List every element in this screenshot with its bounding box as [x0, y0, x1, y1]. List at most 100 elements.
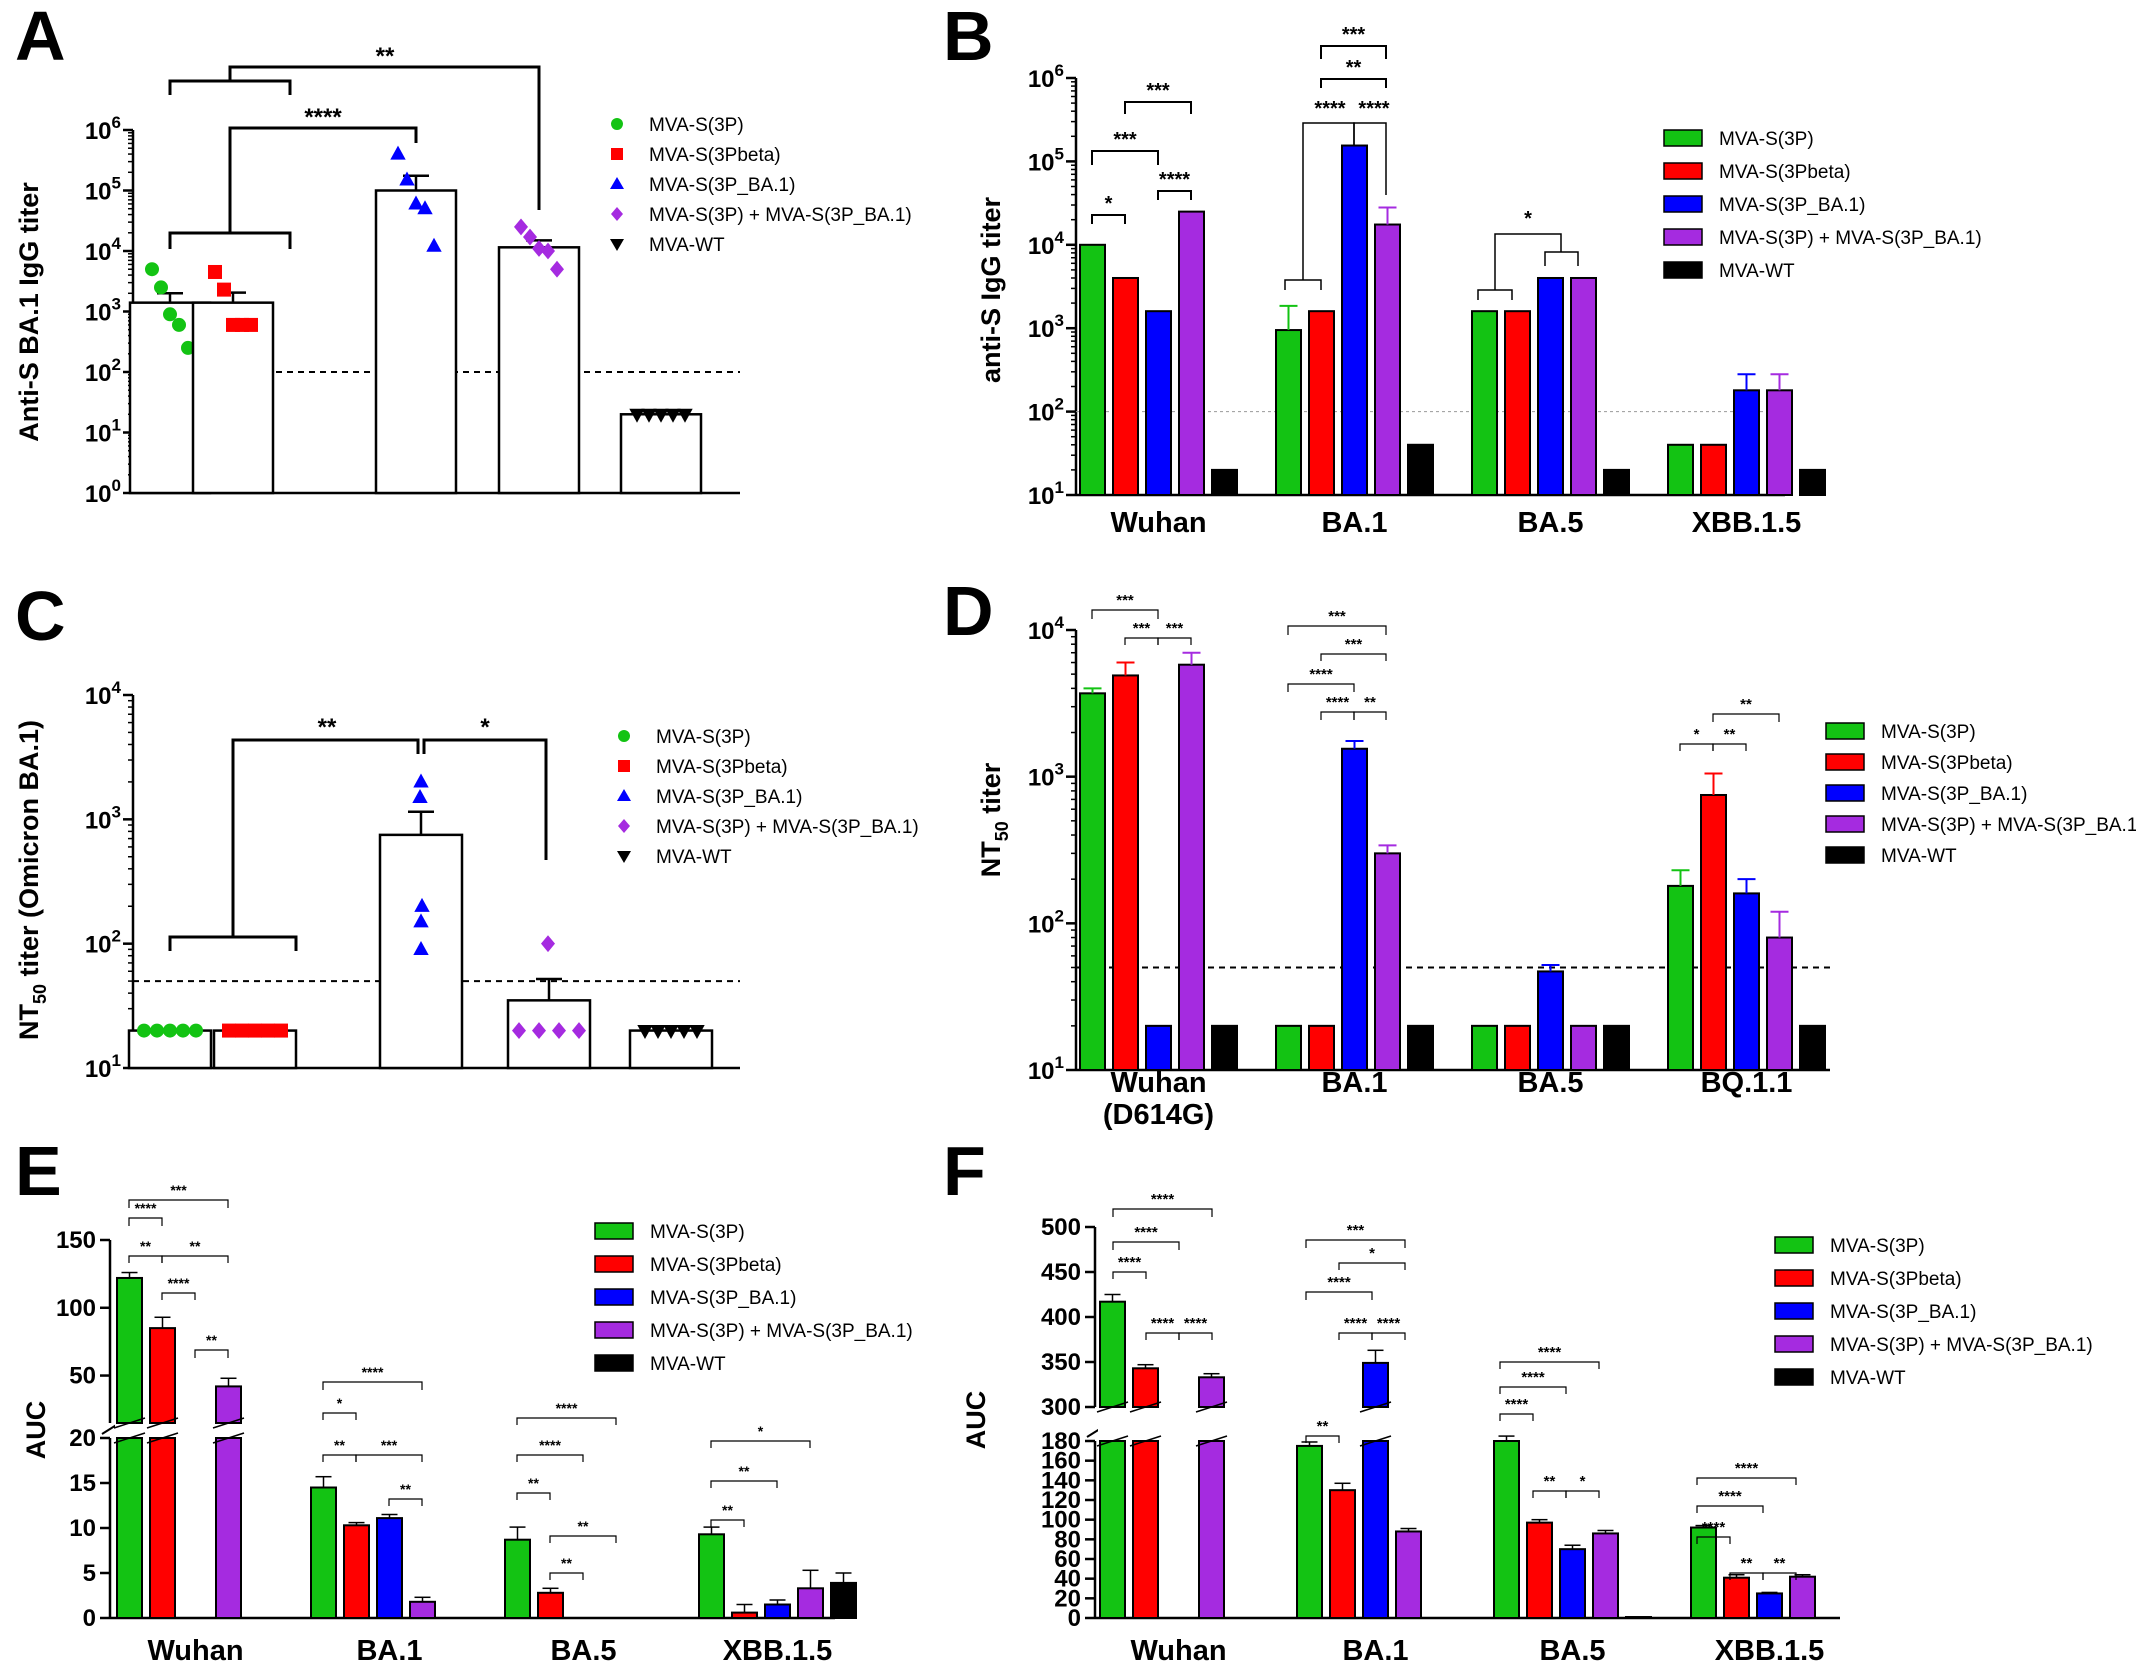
legend-swatch: [1825, 722, 1865, 740]
legend-marker: [618, 760, 630, 772]
legend-label: MVA-S(3P): [649, 115, 744, 136]
significance-bracket: [1157, 190, 1192, 200]
y-axis-label: NT50 titer: [976, 762, 1012, 877]
significance-label: *: [1105, 193, 1113, 215]
data-point: [181, 340, 195, 355]
bar: [215, 1385, 242, 1425]
bar: [1275, 329, 1302, 497]
axis-break-mark: [1096, 1401, 1129, 1413]
data-point: [222, 1023, 236, 1038]
bar: [1362, 1440, 1389, 1619]
significance-bracket: [1287, 683, 1355, 692]
y-tick-label: 10: [69, 1515, 96, 1542]
significance-bracket: [1124, 101, 1192, 114]
bar: [1723, 1576, 1750, 1620]
bar: [1570, 1024, 1597, 1071]
data-point: [163, 1023, 177, 1038]
legend-swatch: [1774, 1302, 1814, 1320]
data-point: [414, 897, 430, 912]
significance-bracket: [1124, 637, 1159, 645]
legend-marker: [610, 239, 624, 251]
significance-bracket: [168, 231, 292, 249]
significance-label: ****: [1327, 1274, 1351, 1291]
bar: [1537, 276, 1564, 496]
bar: [1504, 1024, 1531, 1071]
significance-bracket: [228, 126, 418, 233]
significance-bracket: [1112, 1271, 1147, 1279]
y-tick-label: 20: [1054, 1585, 1081, 1612]
significance-label: *: [1524, 208, 1532, 230]
x-tick-label: BA.1: [356, 1635, 422, 1667]
bar: [830, 1581, 857, 1620]
bar: [1145, 310, 1172, 496]
panel-label: B: [943, 0, 994, 75]
significance-bracket: [161, 1255, 229, 1263]
legend: MVA-S(3P) MVA-S(3Pbeta) MVA-S(3P_BA.1) MVA-…: [610, 115, 912, 256]
legend-label: MVA-S(3P_BA.1): [656, 787, 802, 808]
axis-break-mark: [1096, 1435, 1129, 1447]
significance-label: **: [206, 1332, 217, 1348]
bar: [1112, 674, 1139, 1072]
legend-swatch: [1663, 228, 1703, 246]
legend-label: MVA-S(3P_BA.1): [1830, 1302, 1976, 1323]
panel-label: E: [15, 1132, 62, 1210]
data-point: [176, 1023, 190, 1038]
y-axis-label: NT50 titer (Omicron BA.1): [14, 720, 50, 1040]
significance-bracket: [1712, 713, 1780, 722]
significance-label: ****: [1718, 1488, 1742, 1505]
legend-swatch: [1774, 1335, 1814, 1353]
bar: [1178, 663, 1205, 1071]
y-tick-label: 101: [85, 416, 121, 448]
bar: [1178, 210, 1205, 496]
significance-bracket: [231, 738, 420, 937]
data-point: [653, 408, 669, 423]
significance-bracket: [1305, 1291, 1373, 1300]
data-point: [137, 1023, 151, 1038]
x-tick-label: XBB.1.5: [1692, 507, 1802, 539]
y-tick-label: 100: [56, 1295, 96, 1322]
bar: [1395, 1530, 1422, 1620]
significance-label: ****: [1151, 1191, 1175, 1208]
y-tick-label: 20: [69, 1425, 96, 1452]
significance-bracket: [710, 1480, 778, 1488]
y-tick-label: 5: [83, 1560, 96, 1587]
legend-swatch: [594, 1321, 634, 1339]
significance-bracket: [128, 1199, 229, 1208]
bar: [1471, 310, 1498, 496]
legend-label: MVA-S(3P) + MVA-S(3P_BA.1): [650, 1321, 913, 1342]
y-tick-label: 180: [1041, 1428, 1081, 1455]
legend-marker: [610, 177, 624, 189]
significance-bracket: [194, 1349, 229, 1358]
bar: [1211, 1024, 1238, 1071]
y-tick-label: 106: [1028, 61, 1064, 93]
axis-break-mark: [1359, 1401, 1392, 1413]
axis-break-gap: [148, 1424, 177, 1437]
bar: [1079, 692, 1106, 1071]
significance-label: ****: [1326, 694, 1350, 711]
data-point: [677, 408, 693, 423]
data-point: [412, 789, 428, 804]
data-point: [637, 1024, 653, 1039]
significance-label: ****: [1702, 1519, 1726, 1536]
bar: [1132, 1440, 1159, 1619]
y-tick-label: 100: [1041, 1507, 1081, 1534]
x-tick-label: BA.1: [1342, 1635, 1408, 1667]
legend-swatch: [1663, 195, 1703, 213]
significance-label: **: [739, 1463, 750, 1479]
significance-bracket: [388, 1498, 423, 1506]
data-point: [399, 171, 415, 186]
significance-label: ****: [135, 1200, 157, 1216]
legend-marker: [611, 207, 623, 221]
significance-label: ****: [539, 1437, 561, 1453]
significance-label: **: [1740, 696, 1752, 713]
y-axis-label: AUC: [961, 1391, 991, 1450]
axis-break-gap: [1197, 1408, 1226, 1440]
significance-label: **: [1741, 1555, 1753, 1572]
panel-label: C: [15, 577, 66, 655]
legend-swatch: [1825, 753, 1865, 771]
significance-bracket: [1544, 251, 1579, 266]
significance-label: ****: [362, 1364, 384, 1380]
significance-label: **: [190, 1238, 201, 1254]
significance-bracket: [1305, 1435, 1340, 1443]
significance-bracket: [1178, 1332, 1213, 1340]
